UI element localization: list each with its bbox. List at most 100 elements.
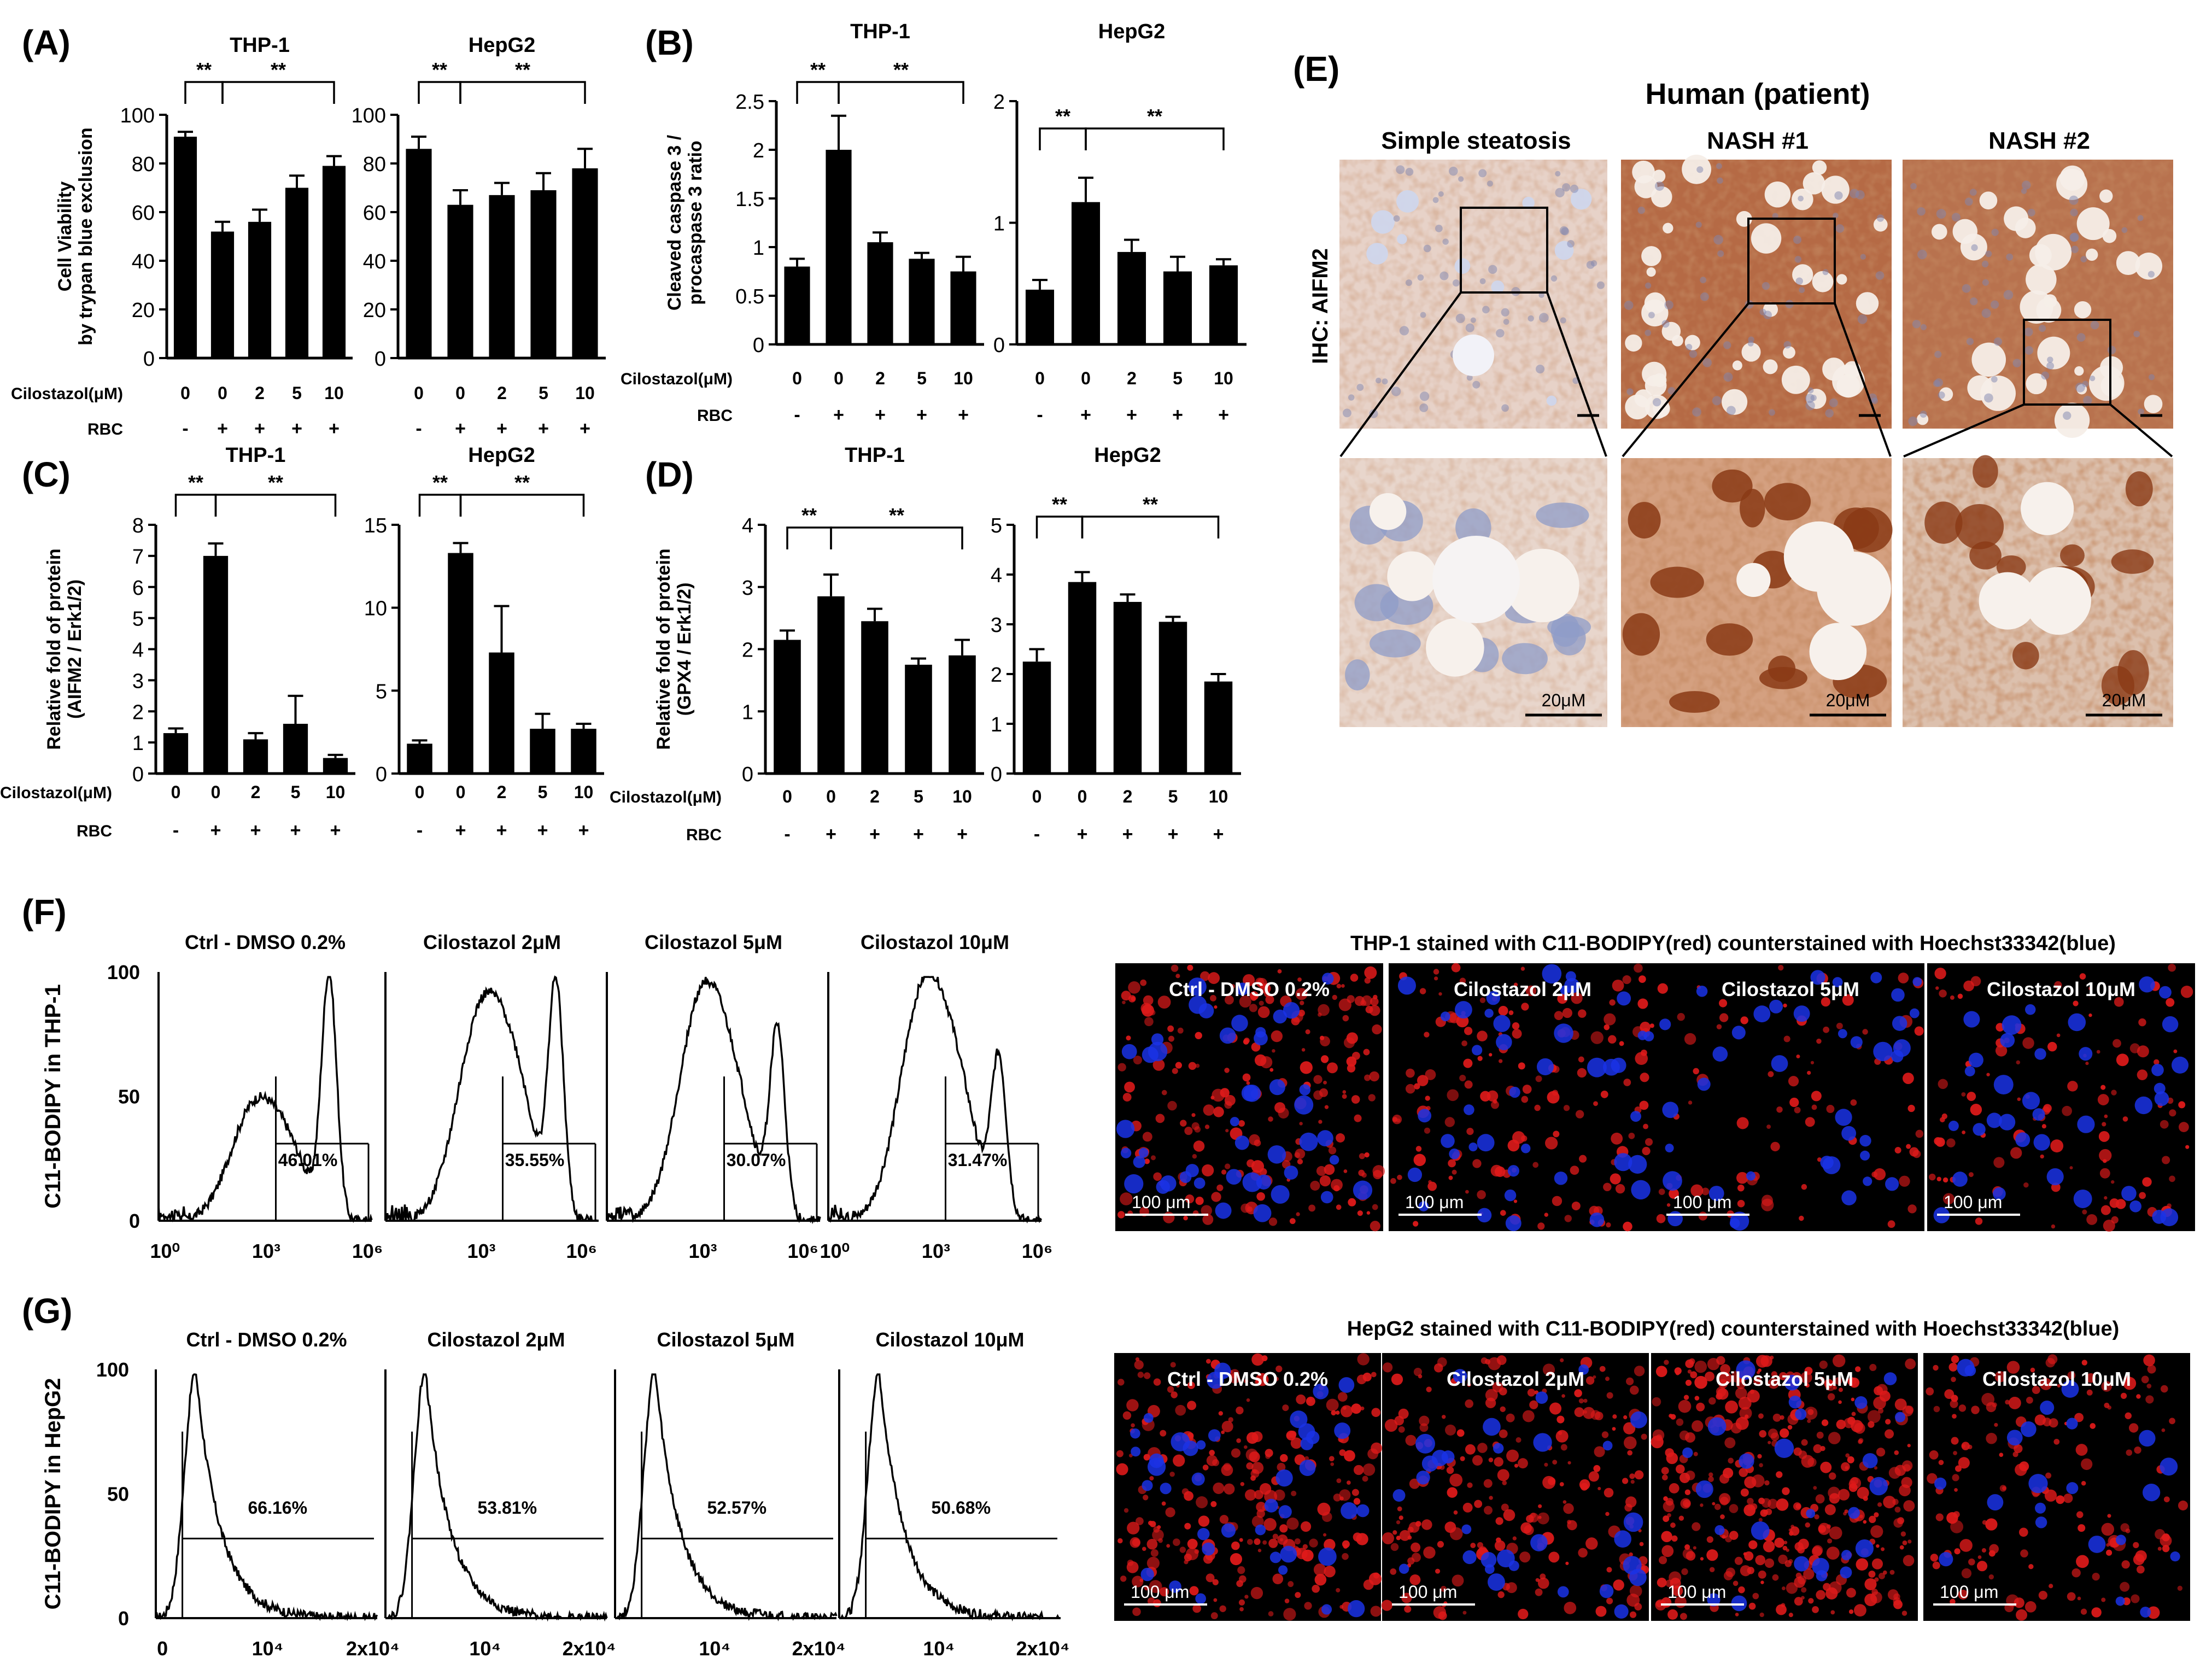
bodipy-signal	[1871, 1589, 1879, 1595]
bodipy-signal	[1847, 1456, 1854, 1463]
bodipy-signal	[1609, 999, 1616, 1006]
bodipy-signal	[2099, 1149, 2112, 1162]
bodipy-signal	[1480, 1357, 1488, 1364]
bodipy-signal	[1971, 1405, 1980, 1414]
nucleus	[1793, 236, 1802, 244]
nucleus	[1505, 1215, 1522, 1232]
bodipy-signal	[1661, 1545, 1674, 1557]
micrograph-label: Cilostazol 5μM	[1722, 978, 1859, 1000]
nucleus	[1833, 212, 1839, 219]
bodipy-signal	[2110, 1180, 2115, 1184]
bodipy-signal	[2088, 986, 2092, 991]
bodipy-signal	[1857, 1486, 1869, 1499]
bodipy-signal	[1954, 1488, 1958, 1492]
nucleus	[2115, 1535, 2126, 1545]
nucleus	[2077, 1115, 2095, 1133]
nucleus	[1208, 1429, 1221, 1442]
bodipy-signal	[1951, 1437, 1959, 1445]
y-tick-label: 0	[991, 763, 1002, 786]
scale-label: 100 μm	[1673, 1192, 1731, 1212]
significance-bracket	[459, 81, 586, 104]
bodipy-signal	[2169, 1175, 2175, 1182]
bodipy-signal	[1397, 1506, 1402, 1512]
bodipy-signal	[1512, 1131, 1525, 1144]
ihc-zoom-box	[1460, 207, 1548, 294]
bodipy-signal	[1488, 1457, 1494, 1462]
bodipy-signal	[2023, 1182, 2029, 1188]
bodipy-signal	[1787, 1425, 1793, 1430]
bodipy-signal	[1678, 1399, 1692, 1413]
bodipy-signal	[2045, 1472, 2052, 1479]
bodipy-signal	[1117, 1538, 1123, 1544]
bodipy-signal	[1999, 1485, 2007, 1492]
bodipy-signal	[2005, 1399, 2010, 1405]
bodipy-signal	[2020, 1549, 2028, 1557]
bodipy-signal	[1413, 1153, 1426, 1167]
cell-stain	[2101, 666, 2134, 705]
nucleus	[1702, 358, 1712, 367]
bodipy-signal	[1701, 1187, 1710, 1196]
bodipy-signal	[1290, 1437, 1302, 1449]
scale-label: 20μM	[1542, 690, 1586, 710]
bodipy-signal	[1574, 1407, 1584, 1418]
bodipy-signal	[2102, 1122, 2106, 1127]
nucleus	[1565, 971, 1576, 982]
bodipy-signal	[1748, 1540, 1758, 1549]
nucleus	[1269, 1079, 1285, 1096]
y-tick-label: 1	[753, 237, 764, 260]
fat-vacuole	[1491, 280, 1505, 294]
nucleus	[1908, 416, 1918, 426]
bodipy-signal	[1203, 1104, 1215, 1116]
bodipy-signal	[1549, 1402, 1562, 1415]
bodipy-signal	[1219, 1605, 1226, 1612]
zoom-connector	[1339, 291, 1462, 458]
x-tick-label: 5	[1168, 787, 1178, 806]
bodipy-signal	[1641, 1433, 1647, 1440]
bodipy-signal	[1544, 1213, 1549, 1217]
fat-vacuole	[1732, 360, 1742, 371]
bodipy-signal	[2097, 1094, 2109, 1105]
x-tick-label: 0	[1078, 787, 1087, 806]
bodipy-signal	[2154, 1059, 2160, 1065]
bodipy-signal	[1246, 1081, 1250, 1085]
rbc-sign: +	[1126, 405, 1137, 425]
bodipy-signal	[2106, 1549, 2112, 1556]
bodipy-signal	[1986, 1432, 1997, 1444]
bodipy-signal	[1671, 1535, 1678, 1542]
bodipy-signal	[1836, 1419, 1846, 1430]
nucleus	[2020, 1421, 2037, 1437]
bodipy-signal	[1526, 1515, 1534, 1523]
bodipy-signal	[1384, 1419, 1398, 1432]
y-tick-label: 60	[363, 202, 386, 225]
cilostazol-label: Cilostazol(μM)	[621, 370, 733, 388]
bodipy-signal	[1629, 1385, 1639, 1395]
bodipy-signal	[1144, 1158, 1150, 1164]
nucleus	[1885, 1177, 1899, 1191]
bodipy-signal	[2169, 1109, 2176, 1117]
bodipy-signal	[1324, 1566, 1336, 1578]
bodipy-signal	[1130, 1537, 1141, 1548]
bodipy-signal	[1841, 1462, 1850, 1472]
bodipy-signal	[1952, 1414, 1957, 1419]
nucleus	[2080, 256, 2087, 263]
x-tick-label: 0	[826, 787, 836, 806]
bodipy-signal	[1188, 1062, 1197, 1070]
nucleus	[1652, 398, 1661, 407]
bodipy-signal	[1362, 1463, 1376, 1476]
bodipy-signal	[2104, 1114, 2108, 1118]
bodipy-signal	[1639, 1100, 1649, 1110]
bodipy-signal	[1989, 1544, 1999, 1554]
nucleus	[1504, 1189, 1517, 1202]
nucleus	[2022, 1092, 2040, 1110]
bodipy-signal	[1683, 1395, 1689, 1400]
bodipy-signal	[1604, 1024, 1610, 1030]
fat-vacuole	[1632, 160, 1655, 184]
bodipy-signal	[1425, 1069, 1436, 1080]
bodipy-signal	[1537, 1222, 1545, 1230]
nucleus	[1562, 183, 1571, 192]
nucleus	[1860, 1150, 1870, 1161]
fat-vacuoles	[1342, 154, 2163, 438]
nucleus	[1645, 282, 1652, 289]
